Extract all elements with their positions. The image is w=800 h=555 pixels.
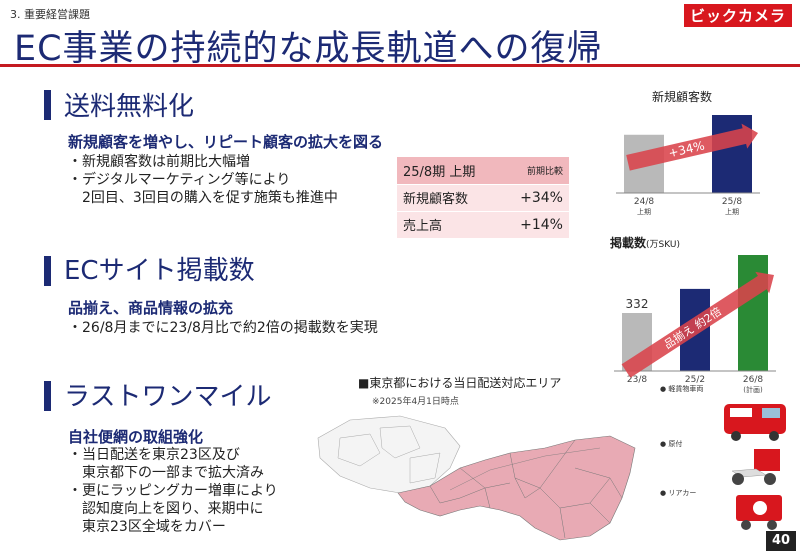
delivery-rear-car-image <box>736 495 782 530</box>
delivery-van-image <box>724 404 786 441</box>
section-body: ・新規顧客数は前期比大幅増 ・デジタルマーケティング等により 2回目、3回目の購… <box>68 154 338 206</box>
section-marker <box>44 381 51 411</box>
chart-title-text: 掲載数 <box>610 236 647 250</box>
title-divider <box>0 64 800 67</box>
tick-label: (計画) <box>743 385 763 394</box>
section-subheading: 新規顧客を増やし、リピート顧客の拡大を図る <box>68 133 384 151</box>
company-logo: ビックカメラ <box>683 4 792 27</box>
table-header: 25/8期 上期 <box>397 157 502 185</box>
table-header-note: 前期比較 <box>501 157 569 185</box>
section-label: 3. 重要経営課題 <box>10 8 90 21</box>
bar <box>738 255 768 371</box>
tick-label: 25/8 <box>722 197 742 207</box>
trend-arrow <box>621 271 774 378</box>
vehicle-label-kei: ● 軽貨物車両 <box>660 385 704 393</box>
table-cell-label: 新規顧客数 <box>397 184 502 212</box>
section-heading: ECサイト掲載数 <box>64 256 255 286</box>
tokyo-delivery-map <box>317 415 636 541</box>
section-heading: 送料無料化 <box>64 92 195 122</box>
map-title: ■東京都における当日配送対応エリア <box>358 376 562 390</box>
page-title: EC事業の持続的な成長軌道への復帰 <box>14 29 603 69</box>
section-subheading: 品揃え、商品情報の拡充 <box>68 299 234 317</box>
tick-label: 上期 <box>725 207 739 216</box>
section-body: ・当日配送を東京23区及び 東京都下の一部まで拡大済み ・更にラッピングカー増車… <box>68 447 278 535</box>
tick-label: 26/8 <box>743 375 763 385</box>
tick-label: 24/8 <box>634 197 654 207</box>
section-body: ・26/8月までに23/8月比で約2倍の掲載数を実現 <box>68 320 378 336</box>
table-row: 新規顧客数 +34% <box>397 184 569 212</box>
comparison-table: 25/8期 上期 前期比較 新規顧客数 +34% 売上高 +14% <box>397 157 569 239</box>
table-header-period: 25/8期 上期 <box>403 164 476 180</box>
map-note: ※2025年4月1日時点 <box>372 397 459 407</box>
table-row: 売上高 +14% <box>397 211 569 239</box>
delivery-moped-image <box>731 449 780 485</box>
table-cell-value: +34% <box>501 184 569 212</box>
data-label: 332 <box>626 297 649 311</box>
trend-arrow <box>626 123 758 171</box>
tick-label: 上期 <box>637 207 651 216</box>
section-marker <box>44 90 51 120</box>
chart-title-new-customers: 新規顧客数 <box>652 90 713 104</box>
section-heading: ラストワンマイル <box>64 382 272 412</box>
chart-title-unit: (万SKU) <box>646 240 680 250</box>
section-marker <box>44 256 51 286</box>
table-cell-value: +14% <box>501 211 569 239</box>
vehicle-label-moped: ● 原付 <box>660 440 683 448</box>
vehicle-label-rearcar: ● リアカー <box>660 489 697 497</box>
page-number: 40 <box>766 531 796 551</box>
tick-label: 25/2 <box>685 375 705 385</box>
tick-label: 23/8 <box>627 375 647 385</box>
section-subheading: 自社便網の取組強化 <box>68 428 204 446</box>
table-cell-label: 売上高 <box>397 211 502 239</box>
chart-title-listings: 掲載数(万SKU) <box>610 232 680 251</box>
